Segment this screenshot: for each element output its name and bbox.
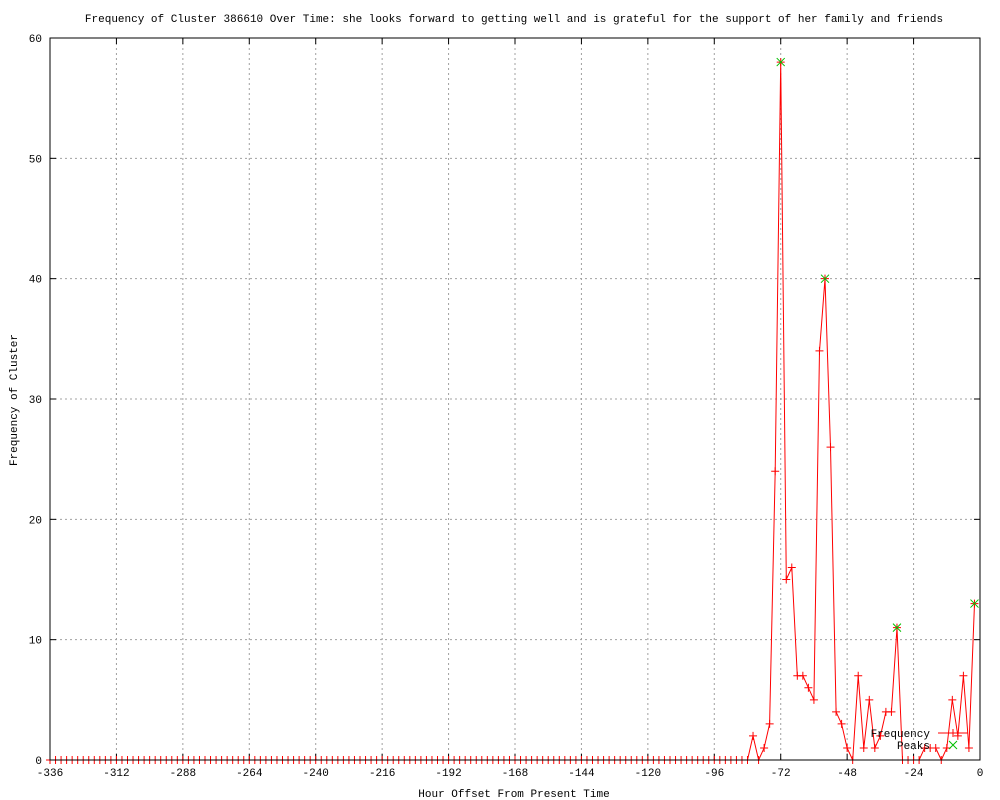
x-tick-label: -288 — [170, 768, 196, 780]
x-tick-label: -216 — [369, 768, 395, 780]
chart-title: Frequency of Cluster 386610 Over Time: s… — [85, 14, 943, 26]
x-tick-label: -24 — [904, 768, 924, 780]
frequency-point — [826, 443, 835, 452]
x-tick-label: -120 — [635, 768, 661, 780]
plot-border — [49, 37, 981, 761]
y-tick-label: 40 — [29, 275, 42, 287]
y-axis-label: Frequency of Cluster — [9, 334, 21, 466]
frequency-point — [798, 671, 807, 680]
peak-point — [970, 599, 979, 608]
peak-point — [776, 57, 786, 67]
axes: -336 -312 -288 -264 -240 -216 -192 -168 -144 -120… — [29, 34, 984, 780]
frequency-point — [771, 467, 780, 476]
y-tick-label: 30 — [29, 395, 42, 407]
frequency-point — [959, 671, 968, 680]
frequency-point — [865, 695, 874, 704]
frequency-point — [837, 719, 846, 728]
frequency-point — [782, 575, 791, 584]
frequency-point — [749, 731, 758, 740]
frequency-point — [931, 743, 940, 752]
frequency-point — [964, 743, 973, 752]
frequency-point — [843, 743, 852, 752]
peak-point — [892, 623, 902, 632]
x-axis-label: Hour Offset From Present Time — [418, 789, 609, 800]
x-tick-label: 0 — [977, 768, 984, 780]
x-tick-label: -168 — [502, 768, 528, 780]
frequency-point — [854, 671, 863, 680]
x-tick-label: -72 — [771, 768, 791, 780]
legend-peaks-marker — [948, 740, 958, 750]
y-tick-label: 0 — [35, 756, 42, 768]
frequency-line — [50, 62, 975, 762]
legend-frequency-marker — [949, 729, 957, 737]
x-tick-label: -264 — [236, 768, 263, 780]
frequency-point — [832, 707, 841, 716]
x-tick-label: -96 — [704, 768, 724, 780]
y-tick-label: 10 — [29, 636, 42, 648]
grid — [50, 38, 980, 760]
legend-label-frequency: Frequency — [871, 729, 931, 741]
legend: Frequency Peaks — [871, 729, 968, 753]
frequency-point — [804, 683, 813, 692]
frequency-point — [760, 743, 769, 752]
frequency-point — [815, 346, 824, 355]
x-tick-label: -48 — [837, 768, 857, 780]
legend-label-peaks: Peaks — [897, 741, 930, 753]
x-tick-label: -336 — [37, 768, 63, 780]
series-layer — [46, 57, 979, 764]
x-tick-label: -144 — [568, 768, 595, 780]
y-tick-label: 50 — [29, 154, 42, 166]
frequency-point — [876, 731, 885, 740]
frequency-point — [887, 707, 896, 716]
x-tick-label: -240 — [303, 768, 329, 780]
peak-point — [820, 274, 830, 284]
x-tick-label: -192 — [435, 768, 461, 780]
frequency-point — [787, 563, 796, 572]
frequency-point — [870, 743, 879, 752]
frequency-point — [859, 743, 868, 752]
frequency-point — [809, 695, 818, 704]
x-tick-label: -312 — [103, 768, 129, 780]
y-tick-label: 20 — [29, 515, 42, 527]
frequency-point — [948, 695, 957, 704]
y-tick-label: 60 — [29, 34, 42, 46]
frequency-point — [765, 719, 774, 728]
